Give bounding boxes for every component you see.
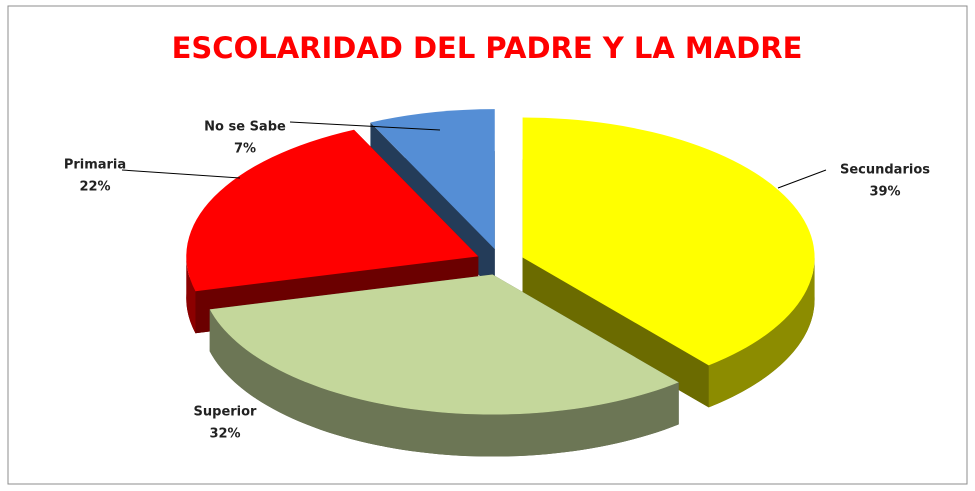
leader-line [121, 169, 241, 179]
slice-wall [522, 257, 709, 408]
slice-top [522, 117, 815, 366]
slice-side [209, 309, 679, 457]
slice-value-label: 7% [234, 142, 256, 157]
slice-value-label: 22% [79, 180, 110, 195]
slice [522, 117, 815, 408]
slice-label: Primaria [64, 158, 126, 173]
chart-title: ESCOLARIDAD DEL PADRE Y LA MADRE [172, 31, 803, 65]
slice-value-label: 39% [869, 185, 900, 200]
slice-top [209, 274, 679, 415]
slice-label: No se Sabe [204, 120, 286, 135]
slice-value-label: 32% [209, 427, 240, 442]
slice-top [370, 109, 495, 250]
slice [209, 274, 679, 457]
slice-side [708, 257, 815, 408]
leader-line [777, 169, 827, 189]
slice-label: Secundarios [840, 163, 930, 178]
slice-side [186, 256, 196, 334]
leader-line [289, 121, 441, 131]
slice-label: Superior [194, 405, 258, 420]
slice-top [186, 129, 479, 292]
